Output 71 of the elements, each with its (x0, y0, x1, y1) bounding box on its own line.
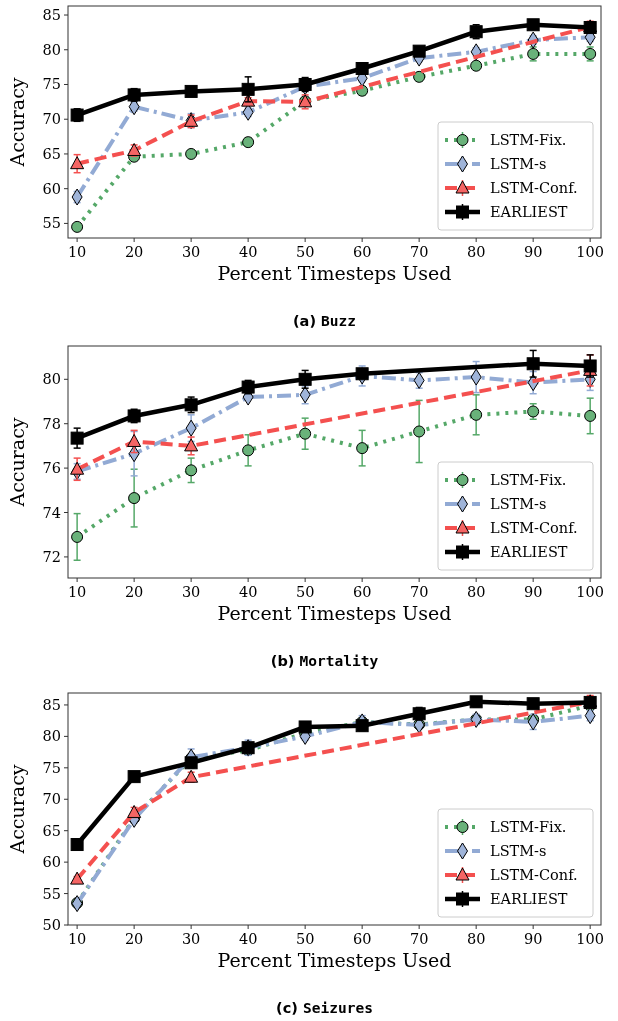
x-tick-label: 100 (576, 931, 605, 947)
x-tick-label: 30 (181, 244, 201, 260)
y-tick-label: 60 (42, 854, 61, 871)
y-axis-title: Accuracy (6, 417, 28, 508)
text: (a) Buzz (292, 313, 357, 329)
y-tick-label: 70 (42, 791, 61, 808)
x-tick-label: 20 (124, 584, 144, 600)
legend-label: LSTM-Conf. (490, 180, 578, 196)
legend-label: EARLIEST (490, 204, 568, 220)
x-tick-label: 10 (67, 931, 87, 947)
y-tick-label: 85 (42, 696, 61, 713)
x-tick-label: 20 (124, 244, 144, 260)
x-tick-label: 40 (238, 584, 258, 600)
legend-label: LSTM-Fix. (490, 472, 567, 488)
x-tick-label: 20 (124, 931, 144, 947)
y-tick-label: 80 (42, 41, 61, 58)
legend-label: LSTM-Fix. (490, 132, 567, 148)
y-tick-label: 78 (42, 415, 61, 432)
y-tick-label: 76 (42, 460, 61, 477)
x-tick-label: 40 (238, 244, 258, 260)
x-tick-label: 30 (181, 584, 201, 600)
y-tick-label: 50 (42, 917, 61, 933)
y-tick-label: 65 (42, 822, 61, 839)
text: (b) Mortality (270, 653, 379, 669)
x-tick-label: 70 (409, 931, 429, 947)
y-tick-label: 72 (42, 548, 61, 565)
y-tick-label: 55 (42, 215, 61, 232)
y-tick-label: 85 (42, 7, 61, 24)
y-tick-label: 70 (42, 111, 61, 128)
y-tick-label: 75 (42, 76, 61, 93)
x-tick-label: 10 (67, 244, 87, 260)
x-tick-label: 80 (466, 931, 486, 947)
x-tick-label: 50 (295, 584, 315, 600)
x-tick-label: 90 (523, 584, 543, 600)
x-tick-label: 50 (295, 244, 315, 260)
x-tick-label: 80 (466, 244, 486, 260)
y-tick-label: 80 (42, 371, 61, 388)
legend-label: LSTM-Fix. (490, 819, 567, 835)
x-tick-label: 70 (409, 584, 429, 600)
x-tick-label: 60 (352, 584, 372, 600)
x-tick-label: 100 (576, 584, 605, 600)
legend-label: LSTM-s (490, 496, 547, 512)
x-tick-label: 60 (352, 244, 372, 260)
legend-label: LSTM-s (490, 156, 547, 172)
y-tick-label: 60 (42, 180, 61, 197)
x-tick-label: 10 (67, 584, 87, 600)
text: (c) Seizures (276, 1000, 373, 1016)
x-tick-label: 60 (352, 931, 372, 947)
x-axis-title: Percent Timesteps Used (217, 949, 452, 971)
x-tick-label: 100 (576, 244, 605, 260)
y-tick-label: 74 (42, 504, 61, 521)
legend-label: LSTM-s (490, 843, 547, 859)
x-axis-title: Percent Timesteps Used (217, 262, 452, 284)
x-tick-label: 70 (409, 244, 429, 260)
y-axis-title: Accuracy (6, 77, 28, 168)
y-axis-title: Accuracy (6, 764, 28, 855)
x-tick-label: 40 (238, 931, 258, 947)
legend-label: LSTM-Conf. (490, 520, 578, 536)
y-tick-label: 80 (42, 728, 61, 745)
x-tick-label: 90 (523, 244, 543, 260)
y-tick-label: 75 (42, 759, 61, 776)
legend-label: LSTM-Conf. (490, 867, 578, 883)
legend-label: EARLIEST (490, 544, 568, 560)
x-tick-label: 30 (181, 931, 201, 947)
x-tick-label: 80 (466, 584, 486, 600)
x-tick-label: 90 (523, 931, 543, 947)
y-tick-label: 55 (42, 885, 61, 902)
legend-label: EARLIEST (490, 891, 568, 907)
x-tick-label: 50 (295, 931, 315, 947)
y-tick-label: 65 (42, 145, 61, 162)
x-axis-title: Percent Timesteps Used (217, 602, 452, 624)
